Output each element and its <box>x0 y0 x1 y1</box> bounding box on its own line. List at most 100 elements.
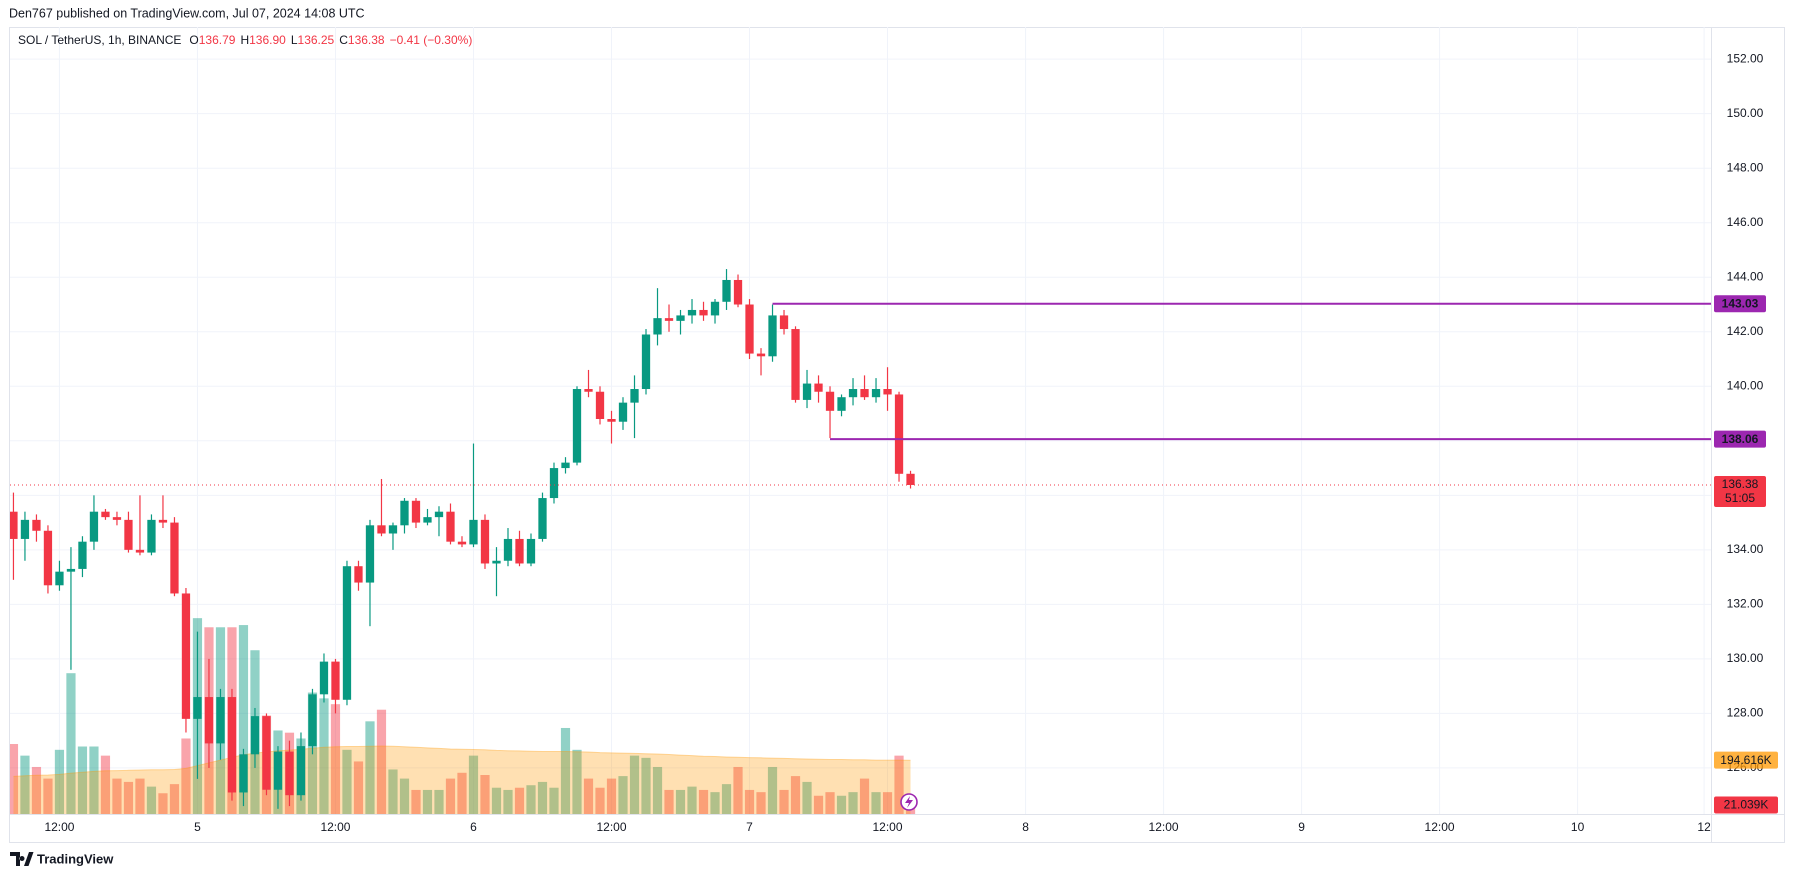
candle-body <box>112 517 122 520</box>
volume-bar <box>629 755 640 814</box>
volume-bar <box>664 789 674 814</box>
volume-ma-box <box>1714 751 1778 769</box>
volume-ma-label: 194.616K <box>1720 753 1771 767</box>
candle-body <box>791 329 800 400</box>
publish-header: Den767 published on TradingView.com, Jul… <box>9 6 365 20</box>
volume-bar <box>641 757 651 814</box>
volume-bar <box>721 784 732 814</box>
volume-bar <box>549 787 559 814</box>
volume-bar <box>411 789 421 814</box>
legend-value: 136.90 <box>249 33 286 47</box>
volume-bar <box>802 781 812 814</box>
volume-bar <box>675 789 686 814</box>
volume-bar <box>491 787 502 814</box>
candle-body <box>101 511 110 518</box>
candle-body <box>400 500 409 526</box>
candle-body <box>630 389 639 403</box>
candle-body <box>319 661 329 695</box>
volume-bar <box>825 792 835 814</box>
candle-body <box>492 560 501 564</box>
y-tick-label: 134.00 <box>1727 542 1764 556</box>
candle-body <box>687 309 697 316</box>
candle-body <box>273 751 283 790</box>
volume-bar <box>560 727 571 814</box>
footer-logo[interactable] <box>10 852 34 866</box>
volume-bar <box>733 766 743 814</box>
candle-body <box>641 334 651 390</box>
x-tick-label: 12:00 <box>873 820 903 834</box>
volume-bar <box>652 766 663 814</box>
volume-bar <box>583 778 594 814</box>
candle-body <box>262 716 271 790</box>
y-tick-label: 132.00 <box>1727 597 1764 611</box>
x-tick-label: 12:00 <box>320 820 350 834</box>
candle-body <box>538 498 547 539</box>
candle-body <box>699 309 708 316</box>
volume-bar <box>89 746 99 814</box>
last-price-box <box>1714 475 1766 507</box>
volume-bar <box>480 774 490 814</box>
candle-body <box>10 511 18 539</box>
volume-bar <box>744 789 755 814</box>
candle-body <box>331 661 340 700</box>
candle-body <box>779 315 789 330</box>
volume-last-label: 21.039K <box>1724 798 1769 812</box>
volume-bar <box>388 769 398 814</box>
volume-bar <box>618 776 628 814</box>
candle-body <box>469 519 478 545</box>
footer-brand: TradingView <box>37 851 114 866</box>
candle-body <box>802 383 812 400</box>
candle-body <box>446 511 455 542</box>
x-tick-label: 8 <box>1022 820 1029 834</box>
candle-body <box>216 697 225 744</box>
logo-mark <box>10 852 34 866</box>
y-tick-label: 130.00 <box>1727 651 1764 665</box>
x-tick-label: 12:00 <box>44 820 74 834</box>
icon-bolt <box>905 796 913 808</box>
candle-body <box>296 746 306 796</box>
y-tick-label: 142.00 <box>1727 324 1764 338</box>
volume-bar <box>710 792 720 814</box>
volume-bar <box>905 808 916 814</box>
candle-body <box>66 568 76 572</box>
y-tick-label: 152.00 <box>1727 51 1764 65</box>
candle-body <box>170 522 179 594</box>
volume-bar <box>859 778 870 814</box>
candle-body <box>549 468 559 499</box>
candle-body <box>365 525 375 583</box>
legend-key: H <box>240 33 249 47</box>
symbol: SOL / TetherUS, 1h, BINANCE <box>18 33 181 47</box>
candle-body <box>860 389 869 398</box>
x-tick-label: 6 <box>470 820 477 834</box>
y-tick-label: 128.00 <box>1727 706 1764 720</box>
volume-bar <box>779 789 789 814</box>
candle-body <box>745 304 754 354</box>
candle-body <box>722 279 731 302</box>
candle-body <box>503 538 513 561</box>
candle-body <box>894 394 904 474</box>
legend-key: L <box>291 33 298 47</box>
legend-key: O <box>189 33 198 47</box>
volume-bar <box>112 778 122 814</box>
candle-body <box>526 538 536 564</box>
volume-bar <box>238 625 249 814</box>
volume-bar <box>894 755 904 814</box>
replay-icon[interactable] <box>900 793 918 811</box>
candle-body <box>32 519 41 531</box>
volume-bar <box>123 781 134 814</box>
price-label: 138.06 <box>1722 432 1759 446</box>
candle-body <box>354 566 363 583</box>
x-tick-label: 12:00 <box>596 820 626 834</box>
legend-value: 136.38 <box>348 33 385 47</box>
volume-bar <box>882 792 893 814</box>
candle-body <box>607 419 616 422</box>
volume-bar <box>457 772 467 814</box>
volume-bar <box>871 792 881 814</box>
y-tick-label: 150.00 <box>1727 106 1764 120</box>
candle-body <box>561 462 570 469</box>
volume-bar <box>158 793 168 814</box>
candle-body <box>239 754 248 793</box>
volume-bar <box>422 789 433 814</box>
candle-body <box>388 525 398 534</box>
